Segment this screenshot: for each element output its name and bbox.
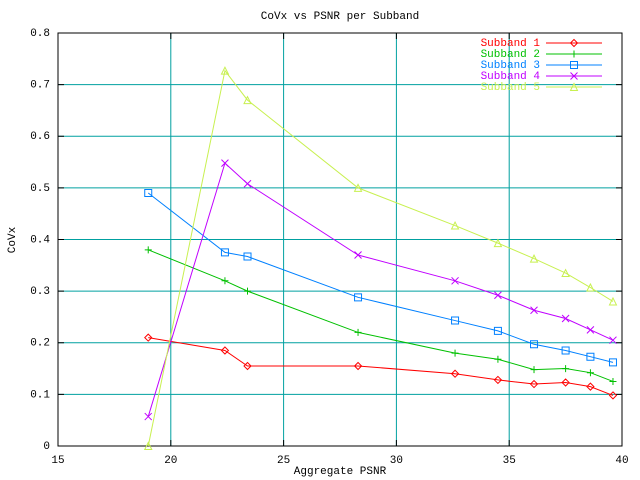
data-point bbox=[144, 246, 152, 254]
series-line bbox=[147, 192, 614, 363]
y-tick-label: 0.8 bbox=[30, 28, 50, 40]
data-point bbox=[561, 314, 570, 323]
legend-marker bbox=[570, 50, 578, 58]
chart-title: CoVx vs PSNR per Subband bbox=[261, 11, 419, 23]
data-point bbox=[243, 95, 252, 105]
data-point bbox=[586, 282, 595, 292]
series-line bbox=[147, 162, 614, 417]
data-point bbox=[493, 326, 502, 335]
data-point bbox=[244, 287, 252, 295]
x-tick-label: 30 bbox=[390, 455, 403, 467]
data-point bbox=[353, 183, 363, 192]
data-point bbox=[144, 412, 153, 421]
legend-marker bbox=[570, 61, 578, 69]
series-line bbox=[148, 337, 614, 396]
data-point bbox=[221, 277, 229, 285]
data-point bbox=[451, 316, 460, 325]
data-point bbox=[530, 366, 538, 374]
data-point bbox=[243, 252, 252, 261]
legend-label: Subband 1 bbox=[481, 38, 541, 50]
data-point bbox=[529, 253, 539, 263]
data-point bbox=[354, 293, 363, 302]
x-tick-label: 35 bbox=[503, 455, 516, 467]
data-point bbox=[220, 66, 230, 75]
data-point bbox=[354, 328, 362, 336]
legend-marker bbox=[569, 82, 579, 91]
data-point bbox=[586, 325, 595, 334]
data-point bbox=[561, 346, 570, 355]
plot-frame bbox=[57, 32, 623, 447]
y-tick-label: 0.1 bbox=[30, 389, 50, 401]
data-point bbox=[608, 391, 618, 400]
data-point bbox=[243, 361, 252, 371]
data-point bbox=[144, 333, 153, 342]
y-tick-label: 0.2 bbox=[30, 338, 50, 350]
x-tick-label: 20 bbox=[164, 455, 177, 467]
data-point bbox=[530, 340, 539, 349]
data-point bbox=[243, 179, 252, 188]
data-point bbox=[561, 378, 570, 387]
data-point bbox=[494, 355, 502, 363]
data-point bbox=[450, 220, 460, 230]
data-point bbox=[144, 189, 153, 198]
series-line bbox=[147, 69, 614, 447]
data-point bbox=[530, 306, 538, 315]
data-point bbox=[586, 352, 595, 361]
y-tick-label: 0 bbox=[43, 441, 50, 453]
series-line bbox=[148, 249, 614, 382]
x-tick-label: 15 bbox=[51, 455, 64, 467]
x-axis-label: Aggregate PSNR bbox=[294, 466, 387, 478]
y-tick-label: 0.3 bbox=[30, 286, 50, 298]
data-point bbox=[451, 349, 459, 357]
y-tick-label: 0.6 bbox=[30, 131, 50, 143]
data-point bbox=[354, 251, 362, 259]
data-point bbox=[450, 369, 460, 378]
x-tick-label: 40 bbox=[615, 455, 628, 467]
data-point bbox=[494, 291, 502, 300]
y-axis-label: CoVx bbox=[7, 226, 19, 253]
y-tick-label: 0.5 bbox=[30, 183, 50, 195]
data-point bbox=[609, 377, 617, 385]
data-point bbox=[493, 238, 503, 248]
data-point bbox=[451, 276, 459, 285]
legend-label: Subband 3 bbox=[481, 60, 540, 72]
y-tick-label: 0.7 bbox=[30, 80, 50, 92]
data-point bbox=[608, 296, 618, 306]
data-point bbox=[221, 159, 229, 167]
legend-label: Subband 5 bbox=[481, 82, 540, 94]
legend-label: Subband 4 bbox=[481, 71, 541, 83]
data-point bbox=[561, 268, 570, 278]
data-point bbox=[529, 379, 539, 389]
data-point bbox=[608, 358, 617, 367]
data-point bbox=[143, 441, 153, 450]
data-point bbox=[493, 375, 503, 385]
data-point bbox=[353, 361, 363, 371]
y-tick-label: 0.4 bbox=[30, 234, 50, 246]
data-point bbox=[609, 336, 617, 345]
legend-marker bbox=[569, 38, 579, 48]
data-point bbox=[586, 369, 594, 377]
data-point bbox=[562, 365, 570, 373]
x-tick-label: 25 bbox=[277, 455, 290, 467]
data-point bbox=[220, 248, 229, 257]
legend-marker bbox=[570, 72, 578, 80]
data-point bbox=[586, 382, 595, 391]
legend-label: Subband 2 bbox=[481, 49, 540, 61]
data-point bbox=[220, 346, 230, 355]
